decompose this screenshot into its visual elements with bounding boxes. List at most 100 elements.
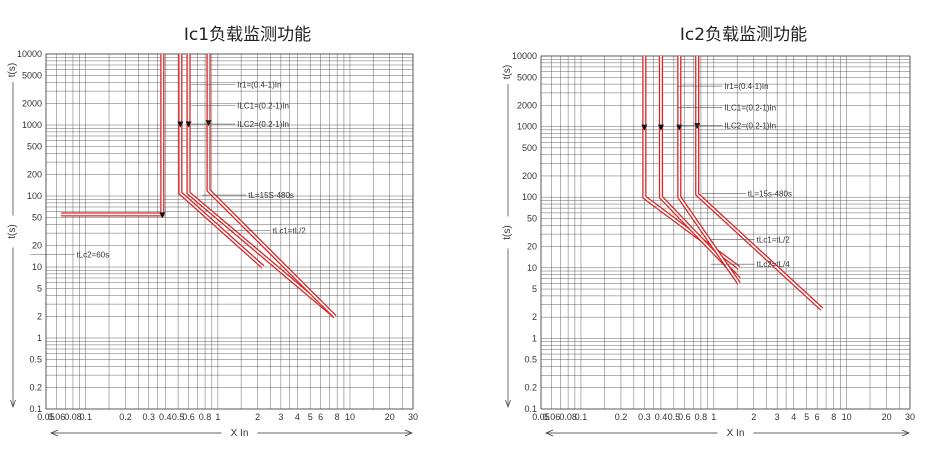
annotation-label: ILC2=(0.2-1)In — [724, 122, 776, 131]
curve-series-2-core — [179, 54, 264, 268]
x-axis-arrowhead-left — [545, 429, 554, 437]
chart-1: Ic1负载监测功能 0.1 0.2 0.5 1 2 5 10 20 50 100 200 500 1000… — [7, 25, 418, 439]
y-axis-label: t(s) — [7, 224, 18, 238]
x-axis-arrowhead-right — [404, 429, 413, 437]
x-tick-label: 4 — [791, 412, 796, 422]
curve-series-3-core — [187, 54, 336, 318]
annotation-label: tL=15s-480s — [748, 190, 792, 199]
y-tick-label: 10000 — [512, 51, 537, 61]
annotation-label: Ir1=(0.4-1)In — [237, 80, 281, 89]
y-tick-label: 2 — [532, 312, 537, 322]
x-tick-label: 0.5 — [172, 412, 185, 422]
x-tick-label: 0.2 — [119, 412, 132, 422]
x-axis-arrowhead-left — [50, 429, 59, 437]
chart-2: Ic2负载监测功能 0.1 0.2 0.5 1 2 5 10 20 50 100 200 500 1000… — [502, 25, 915, 439]
y-tick-label: 200 — [27, 170, 42, 180]
y-axis-label-top: t(s) — [502, 65, 513, 79]
annotation-label: ILC1=(0.2-1)In — [724, 103, 776, 112]
x-tick-label: 0.8 — [199, 412, 212, 422]
curve-series-4-core — [696, 56, 823, 310]
x-tick-label: 0.05 — [37, 412, 55, 422]
y-tick-label: 5 — [532, 284, 537, 294]
y-tick-label: 50 — [32, 212, 42, 222]
x-tick-label: 5 — [804, 412, 809, 422]
annotation-label: tLc2=tL/4 — [757, 260, 791, 269]
x-tick-label: 20 — [882, 412, 892, 422]
chart-title: Ic1负载监测功能 — [184, 25, 311, 45]
y-tick-label: 0.1 — [524, 404, 537, 414]
x-tick-label: 0.6 — [678, 412, 691, 422]
x-tick-label: 0.5 — [668, 412, 681, 422]
x-tick-label: 30 — [905, 412, 915, 422]
x-tick-label: 0.3 — [638, 412, 651, 422]
y-axis-label: t(s) — [502, 225, 513, 239]
curve-arrow-marker — [177, 121, 184, 128]
curve-arrow-marker — [657, 124, 664, 131]
x-tick-label: 0.1 — [80, 412, 93, 422]
y-tick-label: 200 — [522, 171, 537, 181]
x-tick-label: 2 — [751, 412, 756, 422]
curve-arrow-marker — [185, 121, 192, 128]
x-tick-label: 0.05 — [532, 412, 550, 422]
x-tick-label: 2 — [255, 412, 260, 422]
curve-series-4-core — [207, 54, 336, 318]
plot-frame — [45, 53, 414, 410]
x-tick-label: 5 — [308, 412, 313, 422]
x-tick-label: 0.3 — [143, 412, 156, 422]
y-tick-label: 500 — [27, 141, 42, 151]
y-tick-label: 2000 — [22, 99, 42, 109]
plot-frame — [540, 55, 911, 410]
y-tick-label: 5000 — [22, 70, 42, 80]
curve-series-4 — [206, 54, 337, 319]
x-tick-label: 1 — [215, 412, 220, 422]
x-tick-label: 0.06 — [48, 412, 66, 422]
x-tick-label: 0.08 — [64, 412, 82, 422]
y-tick-label: 100 — [522, 192, 537, 202]
y-tick-label: 0.2 — [524, 383, 537, 393]
y-axis-label-top: t(s) — [7, 63, 18, 77]
curve-arrow-marker — [641, 124, 648, 131]
annotation-label: ILC2=(0.2-1)In — [237, 120, 289, 129]
annotation-label: tLc2=60s — [76, 251, 109, 260]
curve-arrow-marker — [676, 124, 683, 131]
x-tick-label: 0.8 — [695, 412, 708, 422]
curve-series-1 — [61, 54, 165, 217]
curve-series-1-core — [61, 54, 164, 216]
y-tick-label: 50 — [527, 213, 537, 223]
x-tick-label: 20 — [385, 412, 395, 422]
annotation-label: tLc1=tL/2 — [273, 226, 307, 235]
x-tick-label: 0.1 — [575, 412, 588, 422]
curve-arrow-marker — [694, 123, 701, 130]
y-tick-label: 0.2 — [29, 383, 42, 393]
y-tick-label: 5000 — [517, 72, 537, 82]
y-tick-label: 2 — [37, 312, 42, 322]
x-tick-label: 3 — [775, 412, 780, 422]
y-tick-label: 1 — [37, 333, 42, 343]
y-tick-label: 20 — [32, 241, 42, 251]
y-tick-label: 500 — [522, 143, 537, 153]
x-tick-label: 30 — [408, 412, 418, 422]
annotation-label: tLc1=tL/2 — [757, 235, 791, 244]
curve-series-2-core — [660, 56, 740, 280]
x-tick-label: 10 — [345, 412, 355, 422]
curve-series-3-core — [678, 56, 740, 284]
y-axis-arrowhead — [10, 399, 16, 409]
x-tick-label: 1 — [711, 412, 716, 422]
x-axis-label: X In — [727, 428, 745, 439]
y-tick-label: 100 — [27, 191, 42, 201]
y-tick-label: 20 — [527, 242, 537, 252]
x-axis-label: X In — [231, 428, 249, 439]
y-tick-label: 5 — [37, 283, 42, 293]
y-axis-arrowhead — [505, 399, 511, 409]
x-tick-label: 0.08 — [559, 412, 577, 422]
y-tick-label: 0.5 — [29, 354, 42, 364]
x-tick-label: 6 — [318, 412, 323, 422]
x-tick-label: 0.2 — [615, 412, 628, 422]
y-tick-label: 1000 — [22, 120, 42, 130]
x-tick-label: 0.4 — [159, 412, 172, 422]
annotation-label: Ir1=(0.4-1)In — [724, 82, 768, 91]
annotation-label: tL=15S-480s — [248, 191, 294, 200]
y-tick-label: 10 — [32, 262, 42, 272]
